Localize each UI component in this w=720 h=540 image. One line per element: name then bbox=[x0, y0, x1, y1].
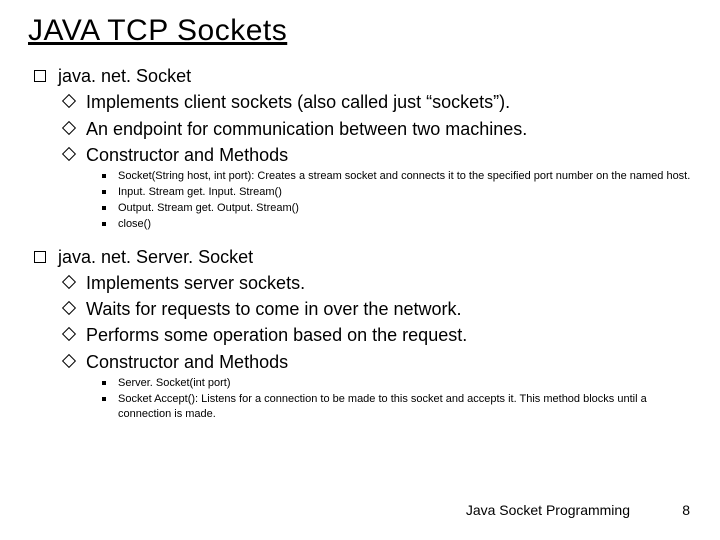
section-heading: java. net. Server. Socket bbox=[28, 245, 692, 269]
sub-bullet-point: Socket Accept(): Listens for a connectio… bbox=[28, 392, 692, 422]
bullet-point: Performs some operation based on the req… bbox=[28, 323, 692, 347]
sub-bullet-point: close() bbox=[28, 217, 692, 232]
sub-bullet-point: Socket(String host, int port): Creates a… bbox=[28, 169, 692, 184]
sub-bullet-point: Input. Stream get. Input. Stream() bbox=[28, 185, 692, 200]
bullet-point: Implements server sockets. bbox=[28, 271, 692, 295]
slide: JAVA TCP Sockets java. net. Socket Imple… bbox=[0, 0, 720, 540]
bullet-point: Waits for requests to come in over the n… bbox=[28, 297, 692, 321]
page-number: 8 bbox=[682, 502, 690, 518]
spacer bbox=[28, 233, 692, 245]
sub-bullet-point: Server. Socket(int port) bbox=[28, 376, 692, 391]
bullet-point: Implements client sockets (also called j… bbox=[28, 90, 692, 114]
bullet-point: Constructor and Methods bbox=[28, 143, 692, 167]
section-heading: java. net. Socket bbox=[28, 64, 692, 88]
bullet-point: An endpoint for communication between tw… bbox=[28, 117, 692, 141]
footer-text: Java Socket Programming bbox=[466, 502, 630, 518]
sub-bullet-point: Output. Stream get. Output. Stream() bbox=[28, 201, 692, 216]
bullet-point: Constructor and Methods bbox=[28, 350, 692, 374]
slide-title: JAVA TCP Sockets bbox=[28, 14, 692, 48]
